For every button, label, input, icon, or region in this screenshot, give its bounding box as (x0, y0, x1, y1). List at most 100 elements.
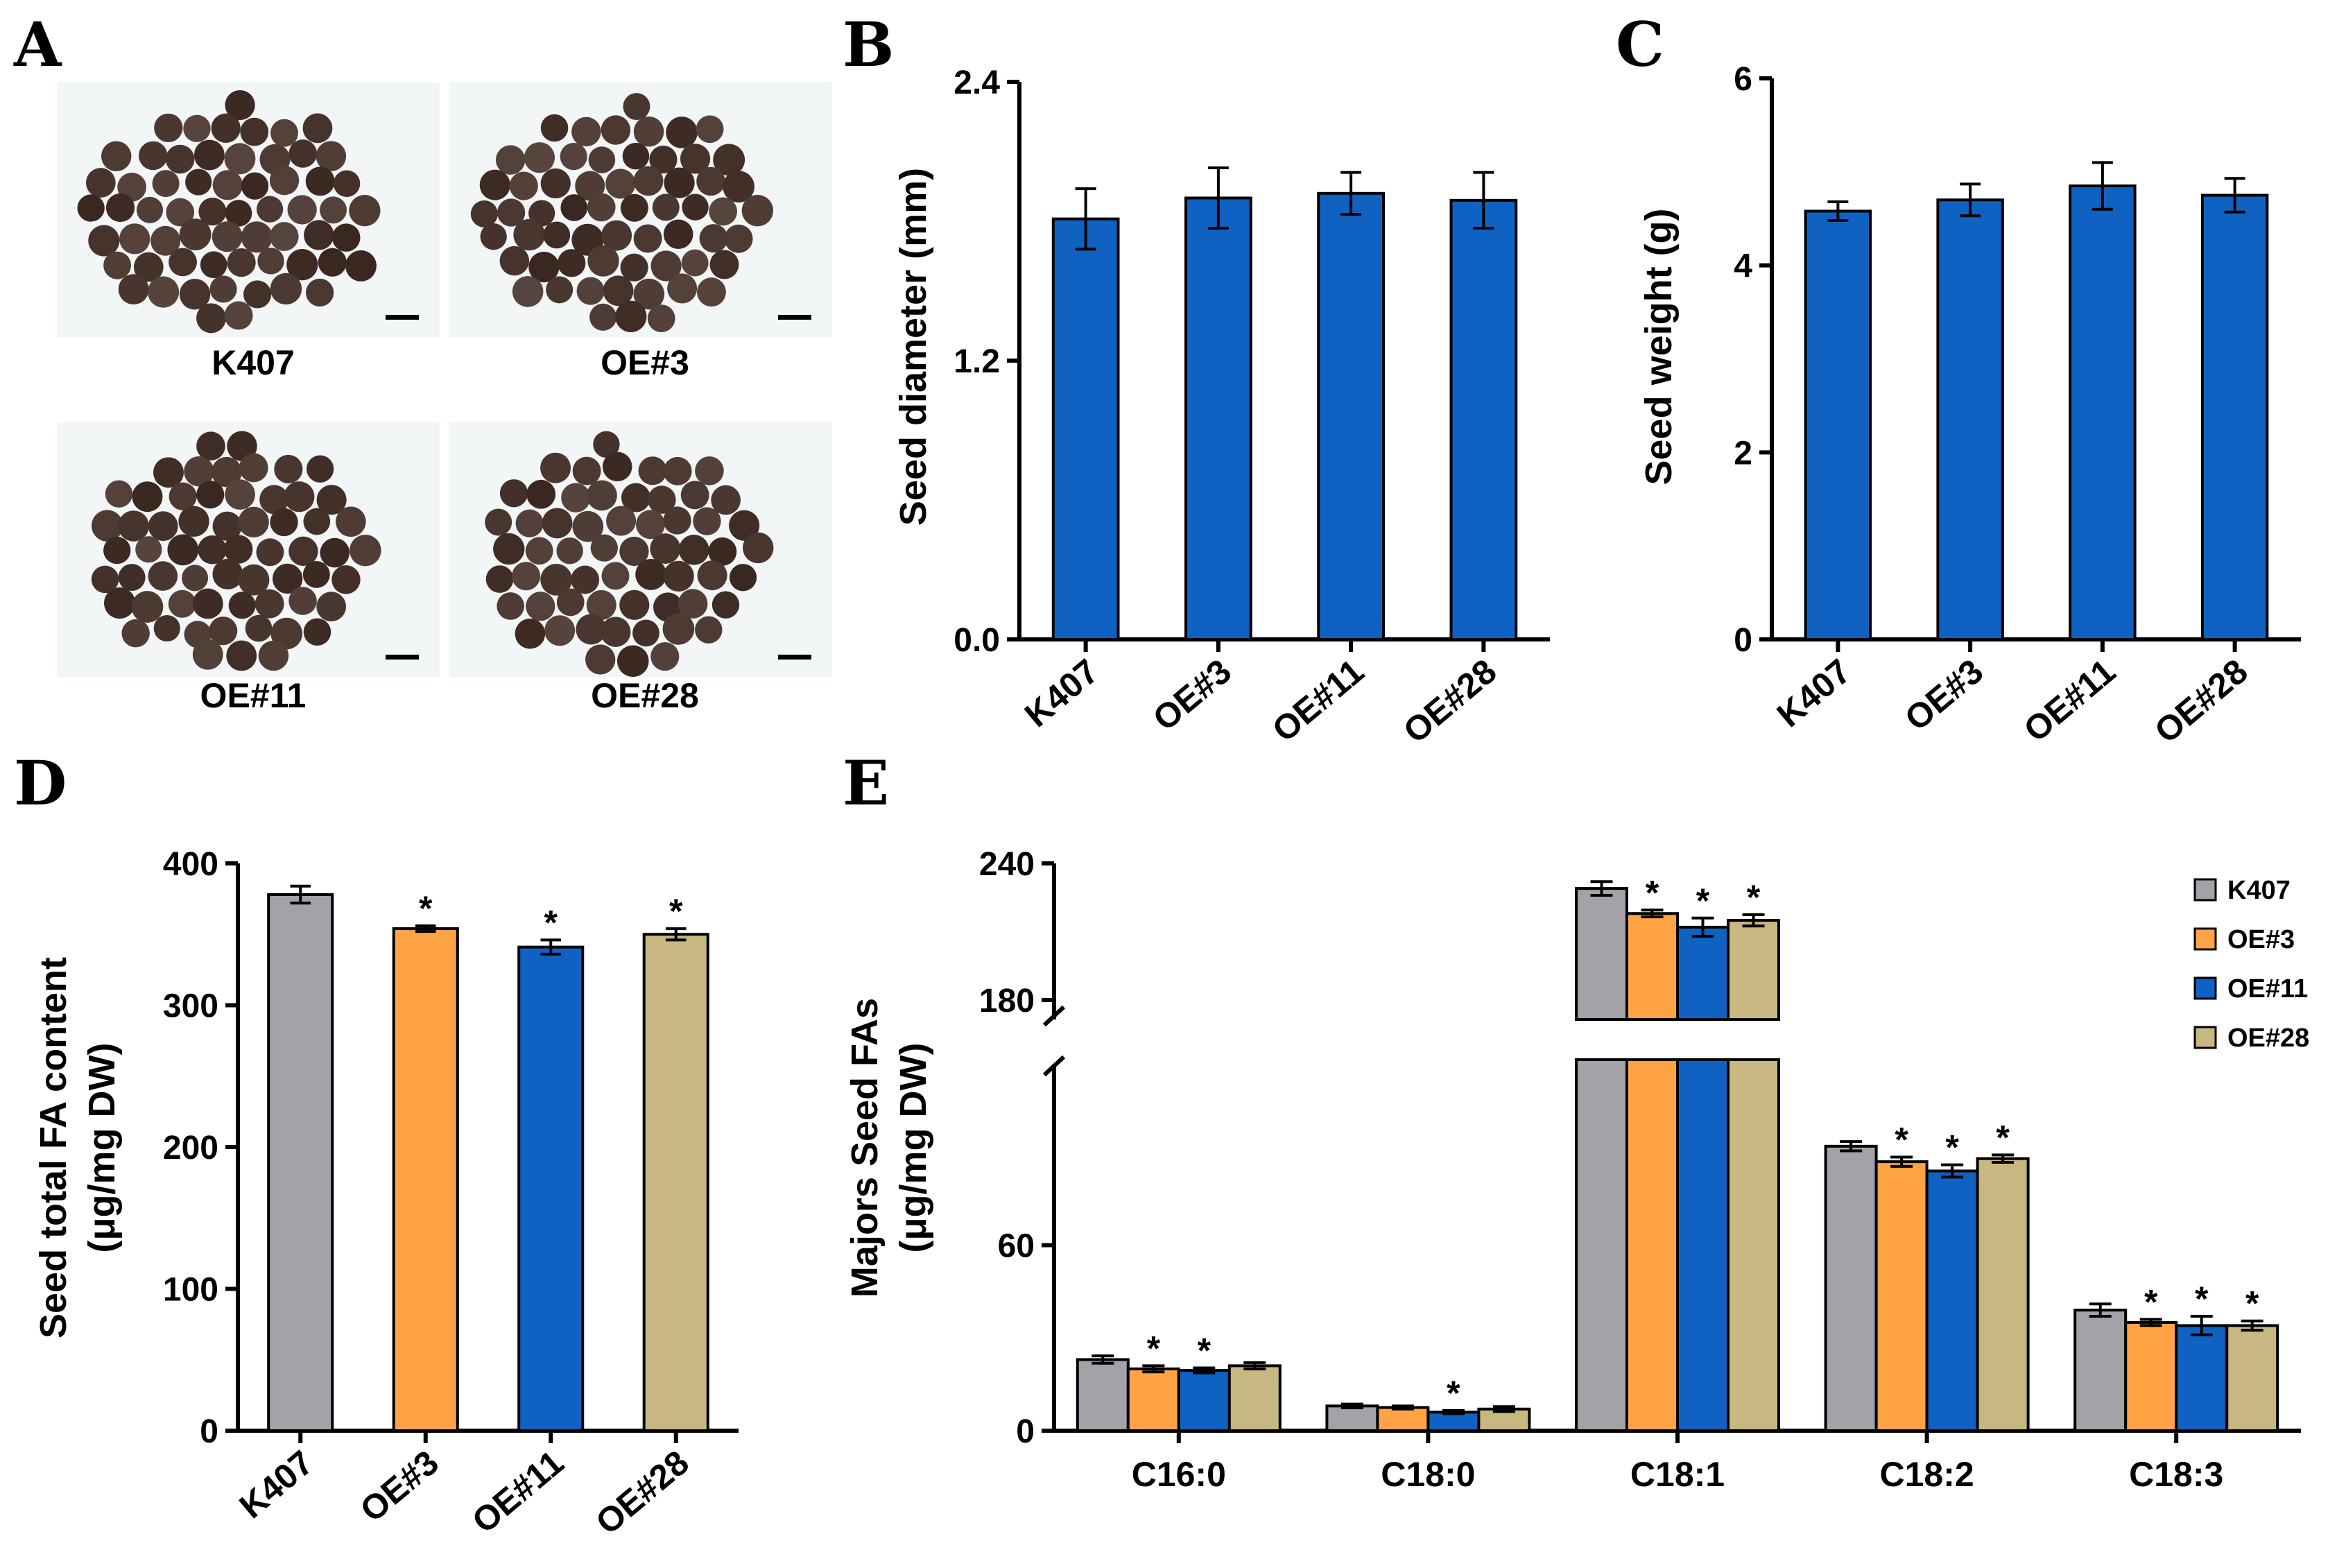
seed (118, 274, 149, 305)
bar-c182-oe28 (1976, 1157, 2030, 1432)
seed (622, 142, 650, 170)
seed (133, 252, 164, 282)
legend-swatch-oe11 (2193, 976, 2217, 1000)
y-axis-title-line2: (μg/mg DW) (892, 1043, 934, 1253)
seed (513, 218, 545, 251)
seed (709, 197, 738, 226)
seed (153, 457, 184, 488)
seed (623, 93, 650, 121)
y-tick-label: 100 (163, 1272, 218, 1309)
seed (121, 619, 150, 648)
bar-oe28 (2200, 193, 2269, 641)
seed (286, 249, 318, 281)
seed (306, 278, 334, 307)
seed (589, 303, 617, 331)
seed (695, 616, 723, 644)
seed (302, 113, 333, 144)
seed (288, 139, 318, 168)
significance-star: * (1198, 1331, 1211, 1370)
seed (606, 506, 637, 536)
bar-c160-oe11 (1177, 1369, 1231, 1432)
seed (480, 223, 507, 250)
bar-c182-oe3 (1874, 1160, 1929, 1432)
seed (616, 645, 649, 678)
seed (226, 640, 257, 671)
bar-k407 (1804, 209, 1872, 641)
error-bar-c182-oe3 (1890, 1155, 1913, 1168)
seed (576, 277, 605, 305)
seed (524, 142, 555, 173)
seed (198, 197, 227, 226)
seed (693, 507, 721, 535)
y-tick-label: 0.0 (954, 622, 1000, 659)
seed (331, 223, 361, 252)
y-tick-label: 4 (1734, 248, 1752, 285)
seed (540, 168, 571, 199)
seed (227, 248, 256, 277)
seed (636, 510, 665, 540)
y-tick-label: 180 (979, 983, 1035, 1019)
seed (650, 533, 681, 565)
y-axis-title: Seed diameter (mm) (892, 168, 934, 526)
error-bar-c160-oe3 (1142, 1364, 1165, 1374)
bar-oe11 (1317, 191, 1385, 641)
significance-star: * (1696, 881, 1710, 920)
seed (600, 617, 631, 647)
seed (479, 169, 510, 200)
y-tick-label: 6 (1734, 61, 1752, 98)
seed (540, 564, 573, 596)
seed (515, 509, 544, 537)
seed (742, 532, 774, 564)
bar-c181-oe11-lower (1676, 1058, 1730, 1432)
scale-bar (386, 315, 419, 320)
x-tick-label-oe28: OE#28 (1396, 652, 1503, 751)
bar-c181-oe3-lower (1625, 1058, 1679, 1432)
seed (590, 534, 618, 562)
error-bar-k407 (1075, 187, 1096, 251)
seed (587, 245, 619, 277)
y-tick-label: 0 (1734, 622, 1752, 659)
y-axis-title-line2: (μg/mg DW) (81, 1043, 123, 1253)
bar-c182-k407 (1824, 1144, 1878, 1433)
error-bar-c180-k407 (1340, 1402, 1363, 1410)
seed (167, 534, 199, 566)
seed (499, 479, 528, 508)
error-bar-c181-oe3 (1641, 908, 1664, 919)
y-tick-label: 0 (200, 1413, 218, 1450)
seed (256, 538, 284, 567)
seed (118, 564, 146, 592)
legend-label-k407: K407 (2227, 876, 2291, 905)
seed (602, 451, 632, 482)
seed (184, 456, 214, 487)
seed (543, 221, 571, 249)
y-axis-title: Seed weight (g) (1638, 208, 1680, 485)
significance-star: * (1447, 1374, 1460, 1413)
seed (497, 592, 524, 620)
seed (663, 219, 693, 250)
legend-label-oe3: OE#3 (2227, 925, 2295, 954)
error-bar-k407 (290, 884, 311, 905)
seed (198, 535, 227, 565)
error-bar-c180-oe11 (1442, 1409, 1465, 1415)
error-bar-c160-k407 (1092, 1354, 1114, 1365)
error-bar-c182-k407 (1840, 1140, 1863, 1153)
seed (209, 275, 237, 303)
seed (304, 220, 334, 250)
bar-oe11 (2069, 184, 2137, 641)
seed (680, 481, 709, 510)
panel-letter-e: E (843, 747, 889, 819)
seed (224, 301, 253, 330)
seed (212, 221, 243, 252)
seed (542, 508, 573, 539)
seed (540, 114, 569, 142)
legend: K407 OE#3 OE#11 OE#28 (2193, 876, 2309, 1053)
seed (632, 619, 659, 647)
seed (649, 145, 678, 174)
seed (350, 534, 381, 567)
x-tick-label-oe11: OE#11 (2017, 652, 2123, 750)
seed (619, 589, 650, 620)
seed (225, 479, 255, 510)
significance-star: * (2245, 1284, 2259, 1323)
bar-k407 (1051, 217, 1120, 641)
seed (270, 273, 302, 305)
